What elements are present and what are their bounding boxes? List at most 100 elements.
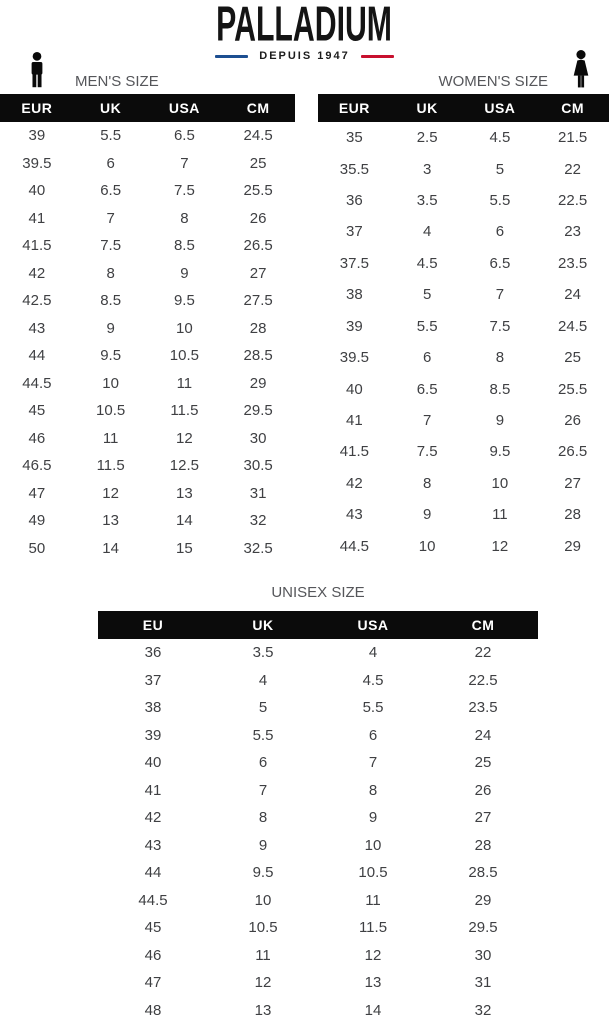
size-cell: 40: [346, 380, 363, 398]
header-row: EUR UK USA CM: [0, 94, 295, 122]
size-cell: 44.5: [22, 374, 52, 392]
size-cell: 44: [144, 864, 162, 882]
table-row: 42 8 10 27: [318, 468, 609, 499]
womens-size-table: EUR UK USA CM 35 2.5 4.5 21.5 35.5 3 5 22 36 3.5 5.5 2…: [318, 94, 609, 562]
size-cell: 9: [106, 319, 115, 337]
table-row: 41.5 7.5 9.5 26.5: [318, 436, 609, 467]
brand-block: PALLADIUM DEPUIS 1947: [0, 0, 609, 62]
size-cell: 25.5: [558, 380, 588, 398]
size-cell: 5.5: [489, 192, 511, 210]
size-cell: 11: [102, 429, 119, 447]
size-cell: 4: [368, 644, 378, 662]
size-cell: 8: [368, 781, 378, 799]
table-row: 43 9 10 28: [0, 315, 295, 343]
size-cell: 32: [249, 512, 267, 530]
size-cell: 32.5: [243, 539, 273, 557]
tagline-blue-line: [215, 54, 249, 58]
size-cell: 45: [28, 402, 46, 420]
size-cell: 26.5: [558, 443, 588, 461]
size-cell: 5: [258, 699, 268, 717]
size-cell: 42: [144, 809, 162, 827]
size-cell: 8: [106, 264, 115, 282]
size-cell: 41: [28, 209, 46, 227]
size-cell: 24: [474, 726, 492, 744]
size-cell: 7: [258, 781, 268, 799]
table-row: 43 9 11 28: [318, 499, 609, 530]
table-row: 39 5.5 6 24: [98, 722, 538, 750]
size-cell: 35: [346, 129, 363, 147]
header-row: EU UK USA CM: [98, 611, 538, 639]
man-icon: [26, 52, 48, 92]
size-cell: 7.5: [416, 443, 438, 461]
mens-table-head: EUR UK USA CM: [0, 94, 295, 122]
size-cell: 39: [28, 127, 46, 145]
size-cell: 26: [564, 412, 581, 429]
column-header: EUR: [318, 94, 391, 122]
size-cell: 10: [176, 319, 193, 337]
column-header: EU: [98, 611, 208, 639]
size-cell: 31: [474, 974, 492, 992]
size-cell: 5.5: [252, 726, 274, 744]
size-cell: 29.5: [468, 919, 498, 937]
table-row: 49 13 14 32: [0, 507, 295, 535]
size-cell: 27: [564, 474, 581, 492]
size-cell: 10.5: [248, 919, 278, 937]
size-cell: 12: [176, 429, 193, 447]
size-cell: 3: [422, 160, 432, 178]
size-cell: 28: [249, 319, 267, 337]
size-cell: 10.5: [169, 347, 199, 365]
size-cell: 40: [144, 754, 162, 772]
tagline-text: DEPUIS 1947: [259, 50, 350, 62]
size-cell: 9.5: [173, 292, 195, 310]
size-cell: 10.5: [96, 402, 126, 420]
size-cell: 12: [364, 946, 382, 964]
size-cell: 12: [102, 484, 119, 502]
size-cell: 10: [254, 891, 272, 909]
size-cell: 29: [474, 891, 492, 909]
size-cell: 4.5: [362, 671, 384, 689]
column-header: USA: [463, 94, 537, 122]
size-cell: 11: [365, 891, 381, 909]
size-cell: 6.5: [416, 380, 438, 398]
size-cell: 10.5: [358, 864, 388, 882]
size-cell: 10: [102, 374, 119, 392]
size-cell: 11: [492, 506, 508, 524]
size-cell: 49: [28, 512, 46, 530]
size-cell: 8.5: [100, 292, 122, 310]
size-cell: 27.5: [243, 292, 273, 310]
size-cell: 38: [346, 286, 363, 304]
size-cell: 12: [491, 537, 509, 555]
size-cell: 6: [106, 154, 115, 172]
size-cell: 30.5: [243, 457, 273, 475]
size-cell: 46.5: [22, 457, 52, 475]
size-cell: 8: [180, 209, 189, 227]
header-row: EUR UK USA CM: [318, 94, 609, 122]
table-row: 47 12 13 31: [0, 480, 295, 508]
size-cell: 41: [144, 781, 162, 799]
size-cell: 25: [474, 754, 492, 772]
size-cell: 6: [258, 754, 268, 772]
size-cell: 5.5: [362, 699, 384, 717]
column-header: USA: [147, 94, 222, 122]
size-cell: 3.5: [252, 644, 274, 662]
table-row: 44.5 10 11 29: [0, 370, 295, 398]
size-cell: 4: [422, 223, 432, 241]
size-cell: 22.5: [468, 671, 498, 689]
table-row: 44 9.5 10.5 28.5: [98, 859, 538, 887]
column-header: CM: [428, 611, 538, 639]
size-cell: 42: [28, 264, 46, 282]
unisex-table-head: EU UK USA CM: [98, 611, 538, 639]
size-cell: 23.5: [558, 254, 588, 272]
table-row: 41 7 8 26: [98, 777, 538, 805]
size-cell: 13: [102, 512, 119, 530]
size-cell: 42.5: [22, 292, 52, 310]
table-row: 45 10.5 11.5 29.5: [0, 397, 295, 425]
table-row: 50 14 15 32.5: [0, 535, 295, 563]
table-row: 40 6 7 25: [98, 749, 538, 777]
table-row: 42 8 9 27: [98, 804, 538, 832]
table-row: 46.5 11.5 12.5 30.5: [0, 452, 295, 480]
table-row: 44.5 10 12 29: [318, 530, 609, 562]
brand-logo: PALLADIUM: [216, 0, 393, 52]
table-row: 40 6.5 8.5 25.5: [318, 373, 609, 404]
size-cell: 6: [495, 223, 505, 241]
